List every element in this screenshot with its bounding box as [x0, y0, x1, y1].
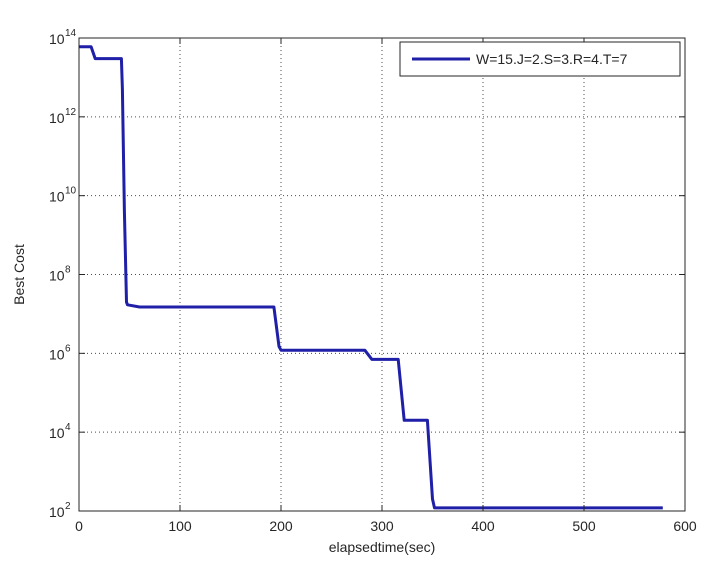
y-tick-base: 10 — [49, 268, 65, 284]
x-tick-label: 600 — [673, 518, 697, 534]
y-axis-label: Best Cost — [11, 244, 27, 305]
x-axis-label: elapsedtime(sec) — [329, 539, 436, 555]
x-tick-label: 0 — [75, 518, 83, 534]
y-tick-exponent: 8 — [65, 265, 71, 276]
y-tick-base: 10 — [49, 110, 65, 126]
y-tick-label: 10 4 — [49, 422, 71, 441]
y-tick-exponent: 4 — [65, 422, 71, 433]
y-tick-label: 10 6 — [49, 343, 71, 362]
x-tick-labels: 0 100 200 300 400 500 600 — [75, 518, 697, 534]
y-tick-label: 10 12 — [49, 107, 77, 126]
y-tick-exponent: 14 — [65, 28, 77, 39]
y-tick-base: 10 — [49, 504, 65, 520]
y-tick-base: 10 — [49, 31, 65, 47]
grid — [79, 38, 685, 511]
y-tick-label: 10 14 — [49, 28, 77, 47]
y-tick-label: 10 8 — [49, 265, 71, 284]
y-tick-base: 10 — [49, 425, 65, 441]
legend-label: W=15.J=2.S=3.R=4.T=7 — [476, 51, 628, 67]
x-tick-label: 500 — [572, 518, 596, 534]
axis-ticks — [78, 37, 686, 512]
legend: W=15.J=2.S=3.R=4.T=7 — [399, 41, 681, 77]
y-tick-exponent: 6 — [65, 343, 71, 354]
y-tick-base: 10 — [49, 189, 65, 205]
y-tick-exponent: 12 — [65, 107, 77, 118]
series-layer — [79, 45, 663, 510]
x-tick-label: 100 — [168, 518, 192, 534]
x-tick-label: 300 — [370, 518, 394, 534]
y-tick-label: 10 2 — [49, 501, 71, 520]
y-tick-exponent: 10 — [65, 186, 77, 197]
y-tick-exponent: 2 — [65, 501, 71, 512]
series-line-0 — [79, 45, 663, 510]
x-tick-label: 400 — [471, 518, 495, 534]
y-tick-base: 10 — [49, 346, 65, 362]
x-tick-label: 200 — [269, 518, 293, 534]
y-tick-label: 10 10 — [49, 186, 77, 205]
